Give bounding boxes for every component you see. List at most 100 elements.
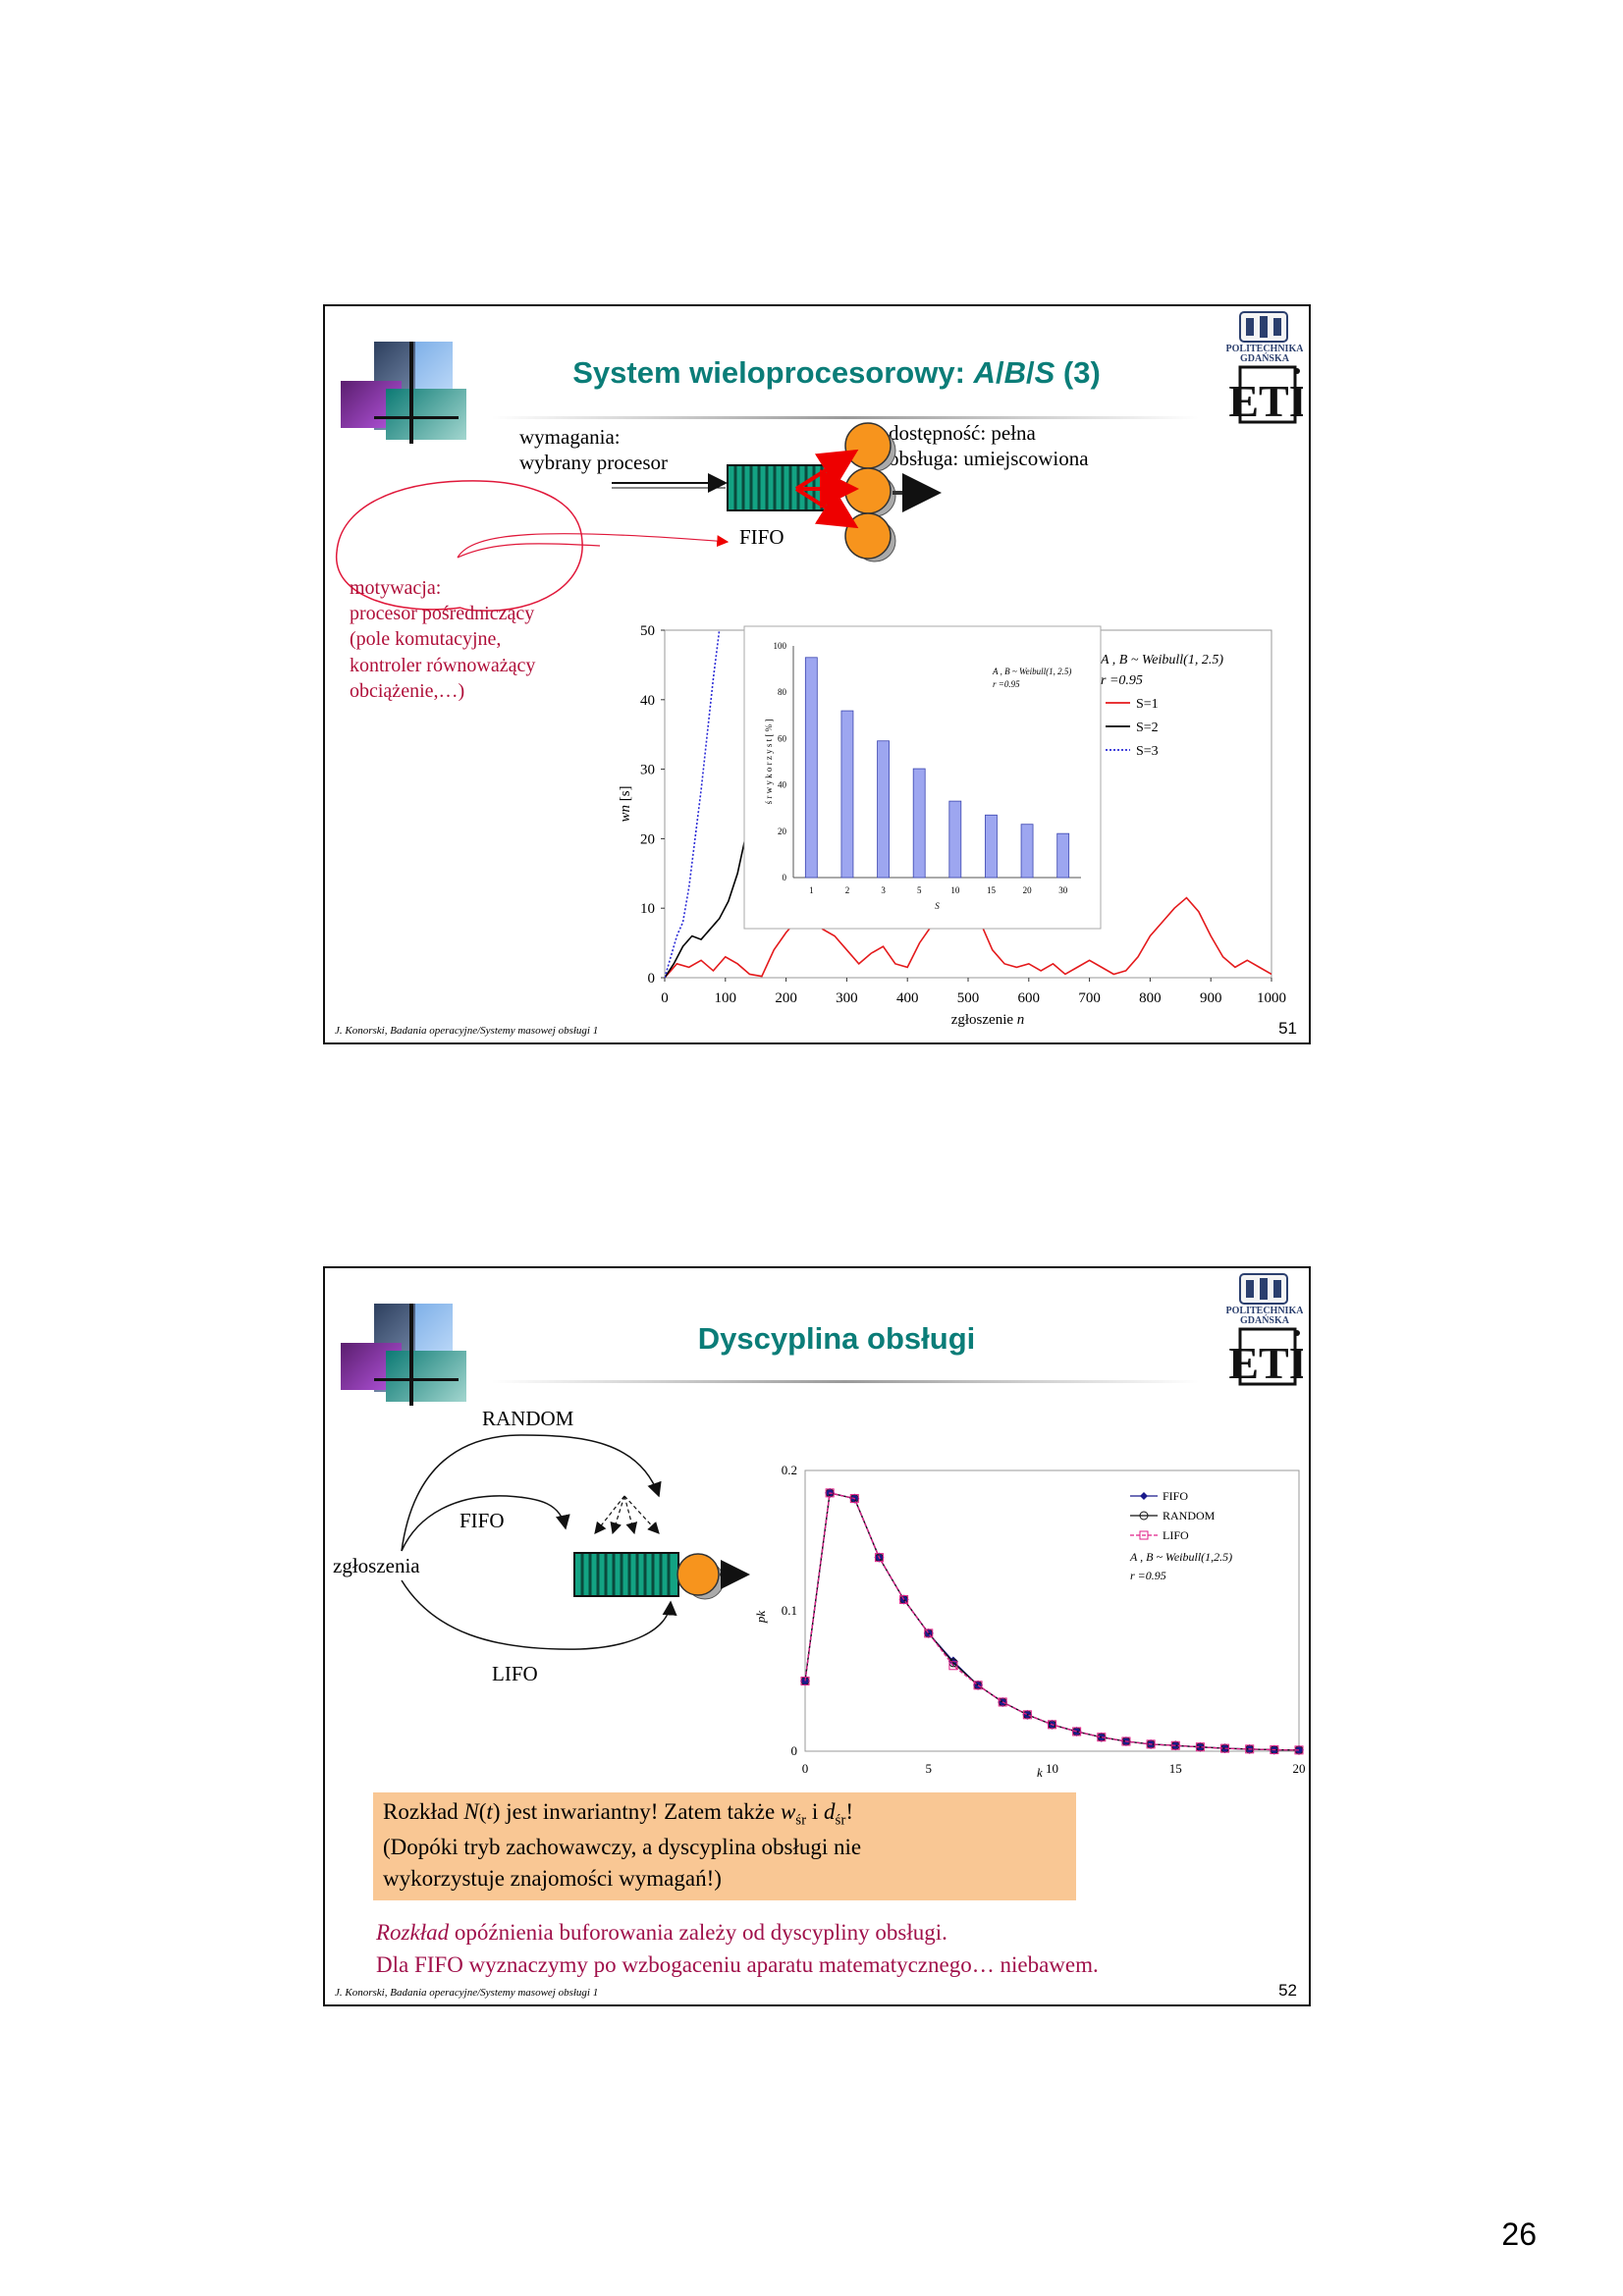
queue-distribution-chart: 0 0.1 0.2 0 5 10 15 20 k pk FIFO RANDOM LIFO A , B ~ … [753, 1463, 1306, 1780]
fifo-label: FIFO [460, 1509, 505, 1532]
svg-text:ETI: ETI [1228, 376, 1303, 426]
legend-label: S=1 [1136, 697, 1159, 712]
slide-decoration [325, 306, 472, 454]
x-tick-label: 600 [1018, 990, 1041, 1006]
queue-diagram [336, 422, 942, 612]
inset-bar [804, 657, 818, 879]
legend-marker [1139, 1511, 1149, 1521]
svg-text:GDAŃSKA: GDAŃSKA [1240, 1314, 1290, 1326]
slide-decoration [325, 1268, 472, 1415]
data-point-LIFO [1097, 1733, 1107, 1742]
inset-bar [948, 800, 962, 879]
x-tick-label: 1000 [1257, 990, 1286, 1006]
svg-text:POLITECHNIKA: POLITECHNIKA [1226, 344, 1303, 354]
inset-y-tick-label: 20 [778, 827, 787, 836]
y-tick-label: 0.2 [782, 1463, 797, 1477]
data-point-LIFO [899, 1595, 909, 1605]
data-point-LIFO [973, 1681, 983, 1690]
data-point-LIFO [1245, 1744, 1255, 1754]
buffering-delay-note: Rozkład opóźnienia buforowania zależy od… [376, 1920, 1099, 1978]
slide-footer: J. Konorski, Badania operacyjne/Systemy … [335, 1025, 599, 1037]
y-tick-label: 50 [640, 623, 655, 639]
svg-text:GDAŃSKA: GDAŃSKA [1240, 352, 1290, 364]
inset-x-tick-label: 3 [881, 885, 886, 895]
x-tick-label: 0 [661, 990, 669, 1006]
inset-x-tick-label: 10 [950, 885, 960, 895]
legend-label: RANDOM [1163, 1509, 1216, 1522]
x-tick-label: 200 [775, 990, 797, 1006]
x-axis-label: k [1037, 1765, 1043, 1780]
data-point-LIFO [1170, 1740, 1180, 1750]
random-label: RANDOM [482, 1407, 574, 1430]
y-tick-label: 0 [791, 1743, 798, 1758]
x-tick-label: 800 [1139, 990, 1162, 1006]
motivation-bubble [336, 480, 583, 612]
x-tick-label: 700 [1078, 990, 1101, 1006]
legend-marker [1140, 1492, 1148, 1500]
x-tick-label: 900 [1200, 990, 1222, 1006]
data-point-LIFO [998, 1697, 1007, 1707]
x-tick-label: 0 [802, 1761, 809, 1776]
university-logo: POLITECHNIKA GDAŃSKA ETI [1226, 1272, 1307, 1392]
x-tick-label: 20 [1293, 1761, 1306, 1776]
inset-x-axis-label: S [935, 901, 940, 911]
y-axis-label: wn [s] [618, 785, 633, 822]
legend-note: r =0.95 [1101, 673, 1143, 688]
inset-bar [1020, 824, 1034, 879]
inset-y-tick-label: 60 [778, 733, 787, 743]
y-tick-label: 40 [640, 693, 655, 709]
data-point-LIFO [948, 1661, 958, 1671]
inset-y-tick-label: 100 [774, 641, 787, 651]
data-point-LIFO [849, 1494, 859, 1504]
svg-text:POLITECHNIKA: POLITECHNIKA [1226, 1306, 1303, 1316]
inset-bar [1056, 832, 1070, 879]
legend-label: S=3 [1136, 744, 1159, 759]
x-tick-label: 100 [715, 990, 737, 1006]
inset-x-tick-label: 5 [917, 885, 922, 895]
data-point-LIFO [1270, 1745, 1279, 1755]
inset-x-tick-label: 15 [987, 885, 997, 895]
inset-bar [912, 768, 926, 879]
data-point-LIFO [1195, 1742, 1205, 1752]
data-point-LIFO [800, 1677, 810, 1685]
data-point-LIFO [1048, 1720, 1056, 1730]
inset-y-tick-label: 40 [778, 780, 787, 790]
inset-y-tick-label: 80 [778, 687, 787, 697]
x-tick-label: 10 [1046, 1761, 1058, 1776]
inset-x-tick-label: 2 [845, 885, 850, 895]
x-tick-label: 500 [957, 990, 980, 1006]
motivation-text: motywacja: procesor pośredniczący (pole … [350, 577, 536, 702]
data-point-LIFO [1294, 1745, 1304, 1755]
plot-area [804, 1469, 1300, 1752]
availability-label: dostępność: pełna obsługa: umiejscowiona [889, 421, 1089, 471]
data-point-LIFO [1146, 1739, 1156, 1749]
y-axis-label: pk [753, 1611, 768, 1625]
server [676, 1553, 720, 1596]
inset-note: A , B ~ Weibull(1, 2.5) [992, 667, 1071, 676]
data-point-LIFO [1121, 1736, 1131, 1746]
fifo-label: FIFO [739, 525, 784, 549]
legend-label: LIFO [1163, 1528, 1189, 1542]
slide-52: POLITECHNIKA GDAŃSKA ETI Dyscyplina obsł… [323, 1266, 1311, 2006]
x-tick-label: 400 [896, 990, 919, 1006]
inset-y-axis-label: ś r w y k o r z y s t [ % ] [764, 720, 774, 805]
slide-title: Dyscyplina obsługi [697, 1321, 976, 1356]
y-tick-label: 10 [640, 901, 655, 917]
arrivals-label: zgłoszenia [333, 1554, 420, 1577]
requirements-label: wymagania: wybrany procesor [519, 425, 669, 475]
inset-bar [985, 814, 998, 879]
x-axis-label: zgłoszenie n [951, 1012, 1025, 1028]
series-line-S=3 [665, 630, 721, 978]
university-logo: POLITECHNIKA GDAŃSKA ETI [1226, 310, 1307, 430]
slide-number: 52 [1278, 1981, 1297, 2000]
data-point-LIFO [1022, 1710, 1032, 1720]
slide-number: 51 [1278, 1019, 1297, 1038]
slide-title: System wieloprocesorowy: A/B/S (3) [572, 355, 1101, 390]
legend-note: r =0.95 [1130, 1569, 1166, 1582]
legend-label: FIFO [1163, 1489, 1188, 1503]
inset-x-tick-label: 30 [1058, 885, 1068, 895]
inset-bar [840, 710, 854, 879]
y-tick-label: 0 [648, 971, 656, 987]
lifo-label: LIFO [492, 1662, 538, 1685]
